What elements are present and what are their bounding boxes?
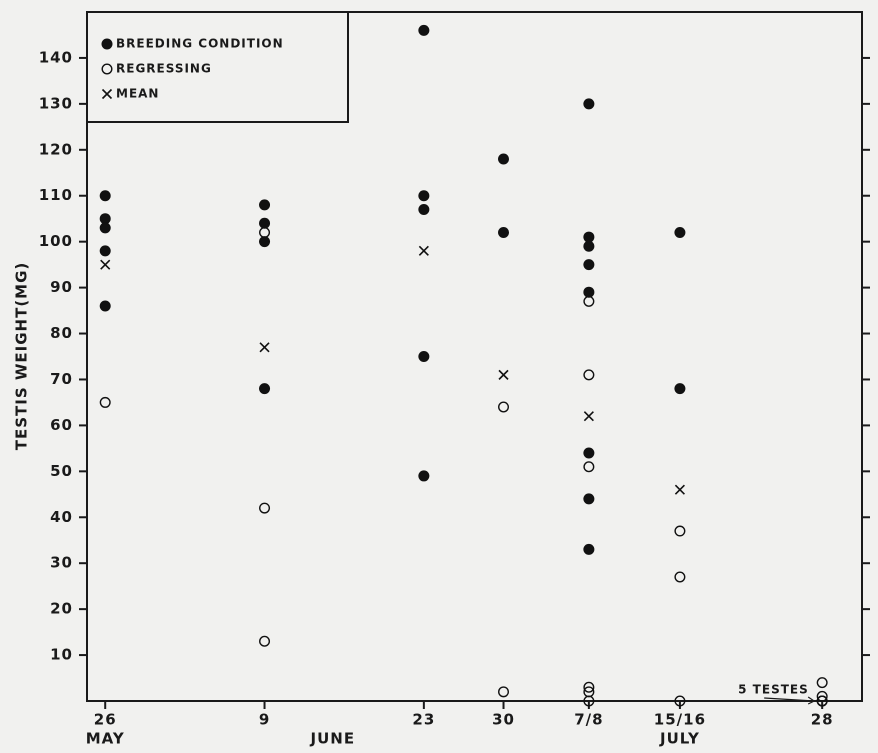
point bbox=[259, 635, 271, 647]
point bbox=[816, 690, 828, 702]
point bbox=[583, 461, 595, 473]
legend-marker bbox=[101, 63, 113, 75]
point bbox=[418, 470, 430, 482]
y-tick-label: 80 bbox=[50, 324, 73, 342]
point bbox=[99, 190, 111, 202]
point bbox=[498, 401, 510, 413]
point bbox=[259, 383, 271, 395]
month-label: JULY bbox=[659, 730, 700, 748]
point bbox=[583, 98, 595, 110]
point bbox=[418, 190, 430, 202]
point bbox=[259, 217, 271, 229]
y-tick-label: 50 bbox=[50, 462, 73, 480]
point bbox=[259, 199, 271, 211]
y-tick-label: 10 bbox=[50, 646, 73, 664]
x-tick-label: 30 bbox=[492, 711, 515, 729]
point bbox=[583, 493, 595, 505]
point bbox=[99, 300, 111, 312]
point bbox=[583, 447, 595, 459]
point bbox=[583, 411, 594, 422]
x-tick-label: 23 bbox=[412, 711, 435, 729]
point bbox=[583, 695, 595, 707]
point bbox=[583, 543, 595, 555]
point bbox=[583, 240, 595, 252]
month-label: JUNE bbox=[310, 730, 356, 748]
point bbox=[498, 369, 509, 380]
legend-box bbox=[86, 11, 349, 123]
y-axis-label: TESTIS WEIGHT(MG) bbox=[13, 262, 31, 451]
point bbox=[674, 525, 686, 537]
point bbox=[816, 695, 828, 707]
legend-label: REGRESSING bbox=[116, 62, 212, 76]
y-tick-label: 20 bbox=[50, 600, 73, 618]
y-tick-label: 100 bbox=[39, 232, 73, 250]
point bbox=[99, 222, 111, 234]
point bbox=[816, 677, 828, 689]
point bbox=[498, 686, 510, 698]
x-tick-label: 9 bbox=[259, 711, 270, 729]
legend-marker bbox=[101, 88, 113, 100]
y-tick-label: 130 bbox=[39, 94, 73, 112]
point bbox=[100, 259, 111, 270]
y-tick-label: 120 bbox=[39, 140, 73, 158]
month-label: MAY bbox=[86, 730, 125, 748]
point bbox=[583, 295, 595, 307]
x-tick-label: 15/16 bbox=[654, 711, 706, 729]
point bbox=[498, 153, 510, 165]
y-tick-label: 30 bbox=[50, 554, 73, 572]
x-tick-label: 26 bbox=[94, 711, 117, 729]
point bbox=[674, 695, 686, 707]
point bbox=[259, 236, 271, 248]
point bbox=[259, 502, 271, 514]
point bbox=[583, 231, 595, 243]
point bbox=[583, 259, 595, 271]
y-tick-label: 110 bbox=[39, 186, 73, 204]
annotation: 5 TESTES bbox=[738, 683, 809, 697]
point bbox=[259, 342, 270, 353]
point bbox=[674, 226, 686, 238]
point bbox=[418, 351, 430, 362]
y-tick-label: 40 bbox=[50, 508, 73, 526]
x-tick-label: 28 bbox=[811, 711, 834, 729]
point bbox=[99, 396, 111, 408]
legend-label: BREEDING CONDITION bbox=[116, 37, 284, 51]
y-tick-label: 140 bbox=[39, 48, 73, 66]
point bbox=[674, 383, 686, 395]
legend-label: MEAN bbox=[116, 87, 159, 101]
point bbox=[418, 24, 430, 36]
point bbox=[418, 204, 430, 216]
legend-marker bbox=[101, 38, 113, 50]
point bbox=[418, 245, 429, 256]
plot-frame bbox=[86, 11, 863, 702]
point bbox=[498, 226, 510, 238]
point bbox=[583, 681, 595, 693]
point bbox=[674, 484, 685, 495]
point bbox=[583, 369, 595, 381]
point bbox=[99, 213, 111, 225]
point bbox=[674, 571, 686, 583]
annotation-arrow bbox=[764, 696, 816, 705]
y-tick-label: 90 bbox=[50, 278, 73, 296]
point bbox=[583, 286, 595, 298]
y-tick-label: 70 bbox=[50, 370, 73, 388]
point bbox=[259, 226, 271, 238]
y-tick-label: 60 bbox=[50, 416, 73, 434]
x-tick-label: 7/8 bbox=[574, 711, 603, 729]
point bbox=[99, 245, 111, 257]
